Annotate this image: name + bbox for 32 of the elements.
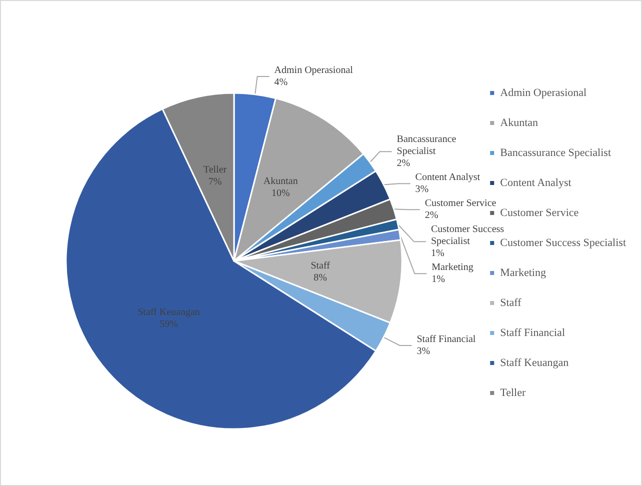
legend-label: Customer Success Specialist [500,237,626,249]
data-label: 8% [314,272,327,284]
data-label: 3% [415,184,429,196]
legend-label: Customer Service [500,207,579,219]
slice-label: Bancassurance Specialist [396,134,459,158]
legend-label: Content Analyst [500,177,572,189]
data-label: 7% [208,176,222,188]
slice-label: Admin Operasional [274,64,354,76]
legend-label: Staff Financial [500,327,566,339]
slice-label: Marketing [432,262,474,274]
slice-label: Teller [203,164,228,176]
slice-label: Akuntan [263,176,298,188]
legend-label: Akuntan [500,117,539,129]
legend-label: Admin Operasional [500,87,587,99]
legend-label: Staff Keuangan [500,357,570,369]
slice-label: Content Analyst [415,172,480,184]
slice-label: Staff Keuangan [138,307,200,318]
data-label: 4% [274,76,288,88]
data-label: 1% [432,274,446,286]
legend-label: Marketing [500,267,546,279]
slice-label: Customer Service [424,198,497,210]
data-label: 2% [396,158,410,170]
data-label: 1% [431,248,444,260]
data-label: 59% [160,319,178,330]
data-label: 3% [416,346,430,357]
data-label: 10% [271,188,290,200]
slice-label: Staff [310,260,331,272]
legend-label: Staff [500,297,522,309]
slice-label: Staff Financial [416,334,476,345]
data-label: 2% [424,210,438,222]
legend-label: Bancassurance Specialist [500,147,612,159]
legend-label: Teller [500,387,526,399]
